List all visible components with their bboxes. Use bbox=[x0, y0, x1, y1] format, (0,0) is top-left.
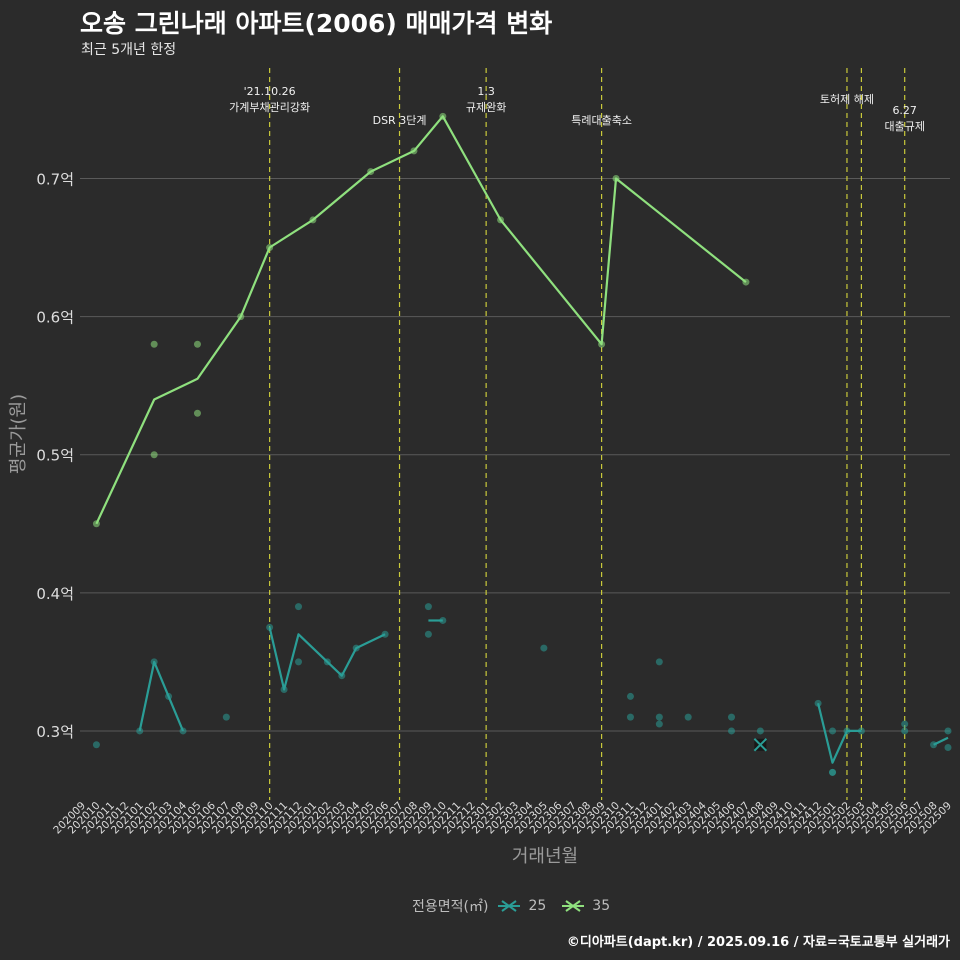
data-point-25 bbox=[540, 644, 548, 652]
legend-label-35: 35 bbox=[592, 898, 611, 914]
policy-annotation: 규제완화 bbox=[466, 101, 506, 114]
data-point-25 bbox=[901, 727, 909, 735]
source-caption: ©디아파트(dapt.kr) / 2025.09.16 / 자료=국토교통부 실… bbox=[566, 935, 950, 950]
data-point-35 bbox=[193, 409, 201, 417]
policy-annotation: 특례대출축소 bbox=[571, 114, 632, 127]
data-point-25 bbox=[626, 692, 634, 700]
data-point-25 bbox=[728, 727, 735, 735]
data-point-25 bbox=[222, 713, 230, 721]
data-point-25 bbox=[136, 727, 144, 735]
policy-annotation: DSR 3단계 bbox=[373, 114, 427, 127]
policy-annotation: 6.27 bbox=[892, 104, 917, 117]
series-line-35 bbox=[95, 115, 747, 525]
y-tick-label: 0.4억 bbox=[36, 585, 74, 603]
data-point-25 bbox=[829, 727, 837, 735]
data-point-25 bbox=[295, 603, 302, 611]
cross-marker bbox=[753, 738, 768, 752]
legend-key-25 bbox=[498, 900, 521, 912]
policy-annotation: 대출규제 bbox=[884, 120, 924, 133]
y-tick-label: 0.7억 bbox=[36, 170, 74, 188]
data-point-25 bbox=[901, 720, 909, 728]
series-line-25 bbox=[817, 703, 862, 764]
chart-title: 오송 그린나래 아파트(2006) 매매가격 변화 bbox=[80, 9, 553, 38]
data-point-25 bbox=[944, 727, 952, 735]
data-point-25 bbox=[829, 768, 837, 776]
y-tick-label: 0.5억 bbox=[36, 447, 74, 465]
data-point-25 bbox=[424, 603, 432, 611]
data-point-25 bbox=[684, 713, 692, 721]
data-point-25 bbox=[295, 658, 302, 666]
data-point-35 bbox=[193, 340, 201, 348]
legend-label-25: 25 bbox=[528, 898, 547, 914]
y-tick-label: 0.6억 bbox=[36, 309, 74, 327]
data-point-25 bbox=[266, 623, 274, 631]
data-point-35 bbox=[150, 451, 158, 459]
data-point-25 bbox=[439, 616, 447, 624]
legend-title: 전용면적(㎡) bbox=[412, 899, 489, 915]
data-point-25 bbox=[626, 713, 634, 721]
data-point-25 bbox=[92, 741, 100, 749]
legend-key-35 bbox=[562, 900, 585, 912]
series-line-25 bbox=[268, 627, 386, 691]
data-point-25 bbox=[728, 713, 735, 721]
y-tick-label: 0.3억 bbox=[36, 723, 74, 741]
chart-subtitle: 최근 5개년 한정 bbox=[81, 42, 177, 58]
policy-annotation: 토허제 해제 bbox=[820, 92, 874, 106]
series-line-25 bbox=[933, 736, 949, 746]
y-axis-title: 평균가(원) bbox=[8, 394, 29, 474]
data-point-25 bbox=[756, 727, 764, 735]
policy-annotation: 1.3 bbox=[477, 85, 495, 98]
policy-annotation: 가계부채관리강화 bbox=[229, 101, 310, 114]
x-axis-title: 거래년월 bbox=[512, 846, 578, 867]
data-point-25 bbox=[424, 630, 432, 638]
policy-annotation: '21.10.26 bbox=[244, 85, 296, 98]
series-line-25 bbox=[138, 660, 185, 732]
data-point-25 bbox=[655, 713, 663, 721]
legend: 전용면적(㎡) 25 35 bbox=[412, 896, 616, 916]
data-point-25 bbox=[944, 744, 952, 752]
data-point-25 bbox=[655, 720, 663, 728]
data-point-35 bbox=[150, 340, 158, 348]
data-point-25 bbox=[655, 658, 663, 666]
